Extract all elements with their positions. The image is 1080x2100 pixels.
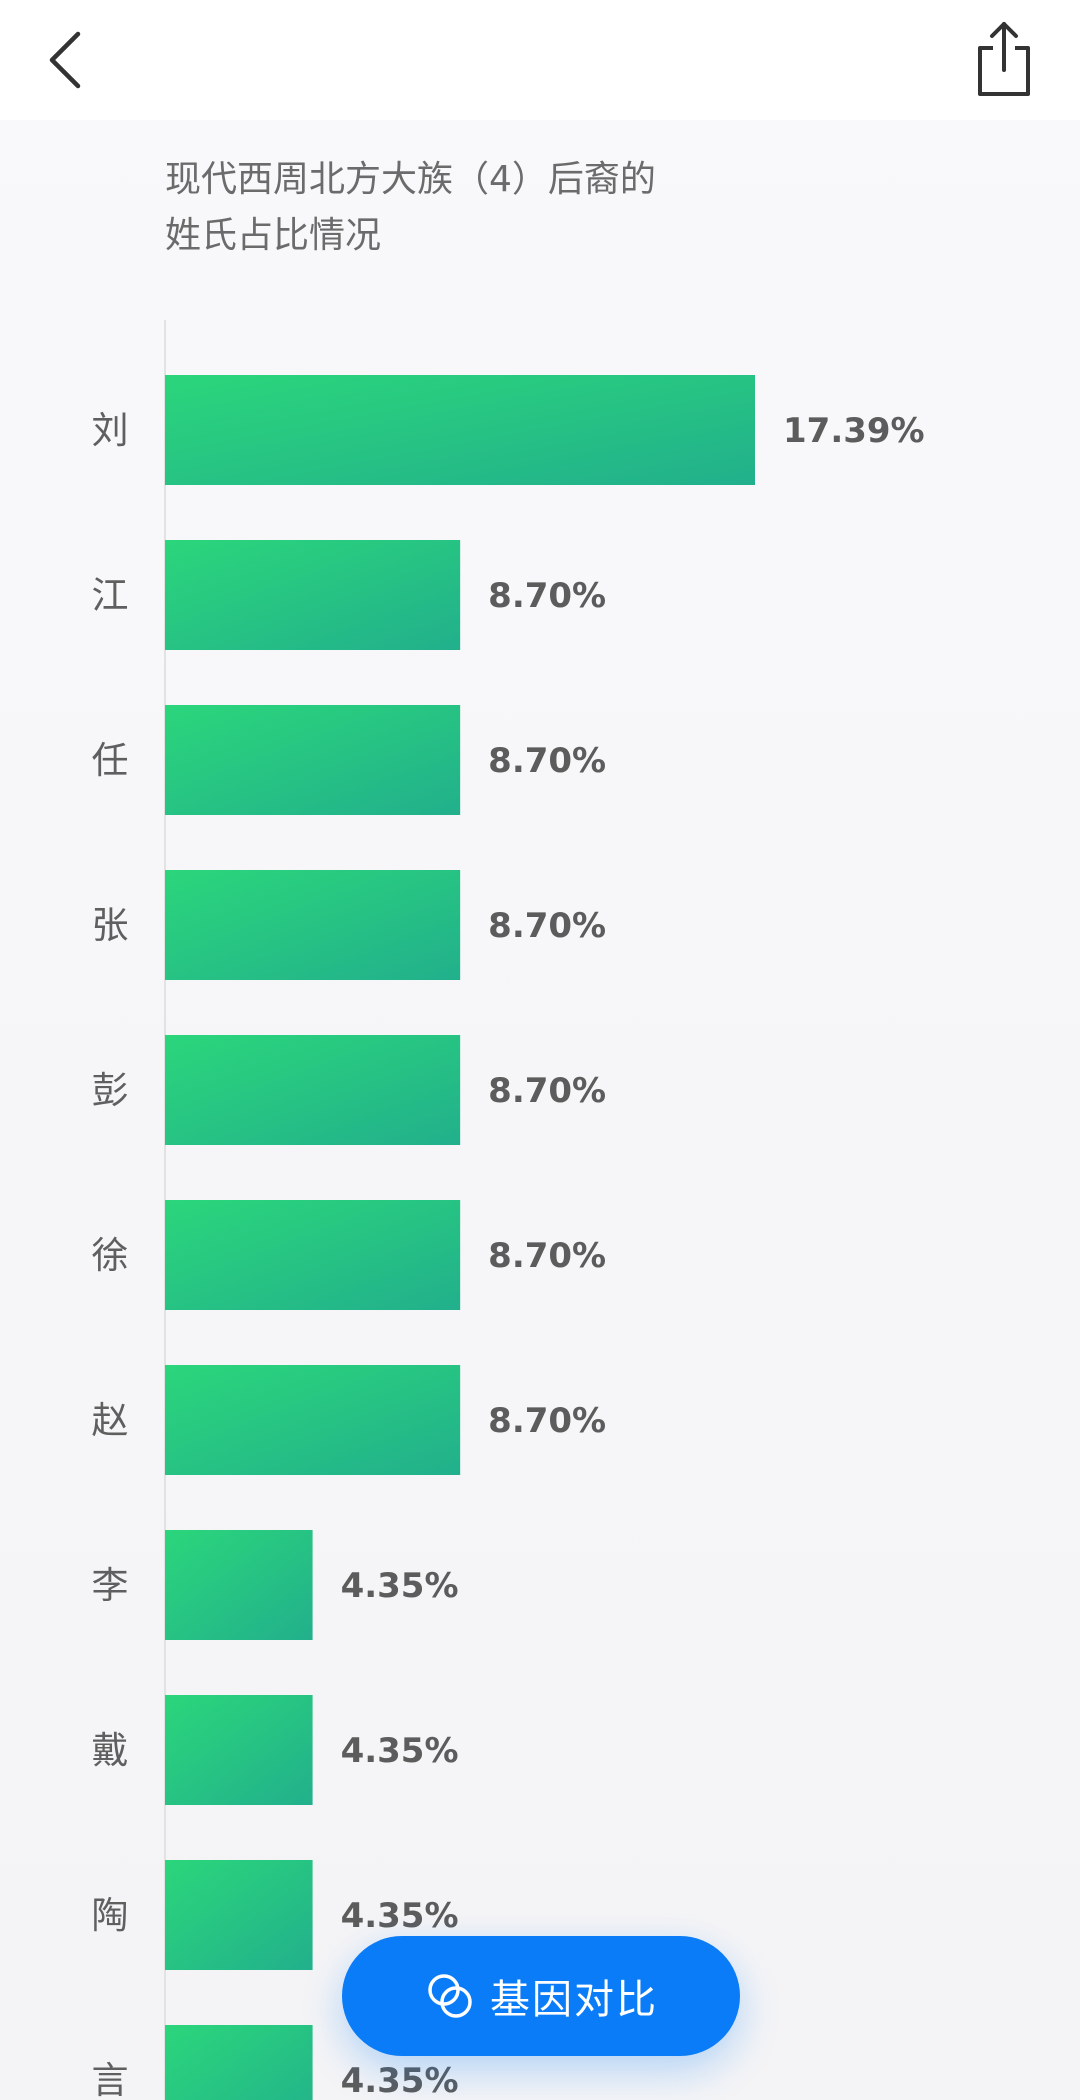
category-label: 言	[92, 2059, 129, 2100]
bar	[165, 870, 461, 980]
value-label: 4.35%	[341, 1896, 459, 1936]
category-label: 戴	[92, 1729, 129, 1772]
category-label: 任	[92, 739, 129, 782]
category-label: 李	[92, 1564, 129, 1607]
value-label: 8.70%	[488, 1401, 606, 1441]
chart-title: 现代西周北方大族（4）后裔的 姓氏占比情况	[165, 152, 785, 264]
value-label: 8.70%	[488, 576, 606, 616]
bar	[165, 540, 461, 650]
bar	[165, 1695, 313, 1805]
bar	[165, 1035, 461, 1145]
category-label: 张	[92, 904, 129, 947]
value-label: 4.35%	[341, 1566, 459, 1606]
value-label: 8.70%	[488, 1236, 606, 1276]
back-button[interactable]	[36, 24, 100, 96]
bar	[165, 1200, 461, 1310]
bar	[165, 1530, 313, 1640]
bar	[165, 2025, 313, 2100]
value-label: 8.70%	[488, 741, 606, 781]
bar	[165, 375, 755, 485]
chart-title-line: 姓氏占比情况	[165, 215, 382, 256]
value-label: 4.35%	[341, 2061, 459, 2100]
chart-title-line: 现代西周北方大族（4）后裔的	[165, 159, 656, 200]
category-label: 彭	[92, 1069, 129, 1112]
bar	[165, 705, 461, 815]
value-label: 4.35%	[341, 1731, 459, 1771]
chevron-left-icon	[49, 31, 81, 89]
gene-compare-label: 基因对比	[490, 1977, 658, 2023]
bar	[165, 1860, 313, 1970]
category-label: 徐	[92, 1234, 129, 1277]
category-label: 赵	[92, 1399, 129, 1442]
gene-compare-button[interactable]: 基因对比	[342, 1936, 740, 2056]
share-button[interactable]	[966, 18, 1042, 100]
bar	[165, 1365, 461, 1475]
value-label: 8.70%	[488, 1071, 606, 1111]
category-label: 刘	[92, 409, 129, 452]
value-label: 8.70%	[488, 906, 606, 946]
share-icon	[978, 22, 1030, 96]
gene-compare-icon	[428, 1974, 472, 2018]
top-bar	[0, 0, 1080, 120]
value-label: 17.39%	[783, 411, 925, 451]
category-label: 陶	[92, 1894, 129, 1937]
category-label: 江	[92, 574, 129, 617]
